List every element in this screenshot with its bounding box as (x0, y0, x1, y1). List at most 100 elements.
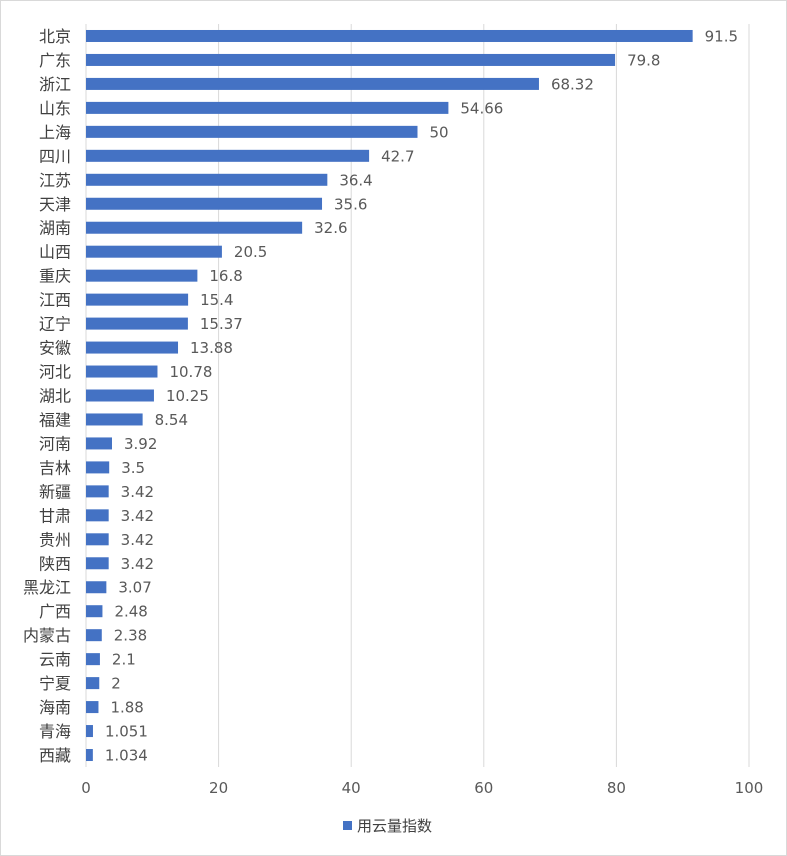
bar (86, 461, 110, 474)
value-label: 3.42 (121, 555, 154, 573)
value-label: 42.7 (381, 147, 414, 165)
value-label: 20.5 (234, 243, 267, 261)
bar (86, 557, 109, 570)
value-label: 1.051 (105, 723, 148, 741)
category-label: 广东 (39, 51, 71, 70)
category-label: 湖南 (39, 219, 71, 238)
bar (86, 29, 693, 42)
bar (86, 221, 303, 234)
value-label: 2 (111, 675, 121, 693)
value-label: 1.88 (110, 699, 143, 717)
value-label: 36.4 (339, 171, 372, 189)
category-label: 吉林 (39, 458, 71, 477)
value-label: 3.92 (124, 435, 157, 453)
category-label: 新疆 (39, 482, 71, 501)
category-label: 青海 (39, 722, 71, 741)
x-tick-label: 40 (342, 779, 361, 797)
value-label: 3.42 (121, 483, 154, 501)
category-label: 浙江 (39, 75, 71, 94)
category-label: 江西 (39, 291, 71, 310)
value-label: 54.66 (460, 99, 503, 117)
value-label: 2.48 (114, 603, 147, 621)
category-label: 重庆 (39, 267, 71, 286)
category-label: 辽宁 (39, 315, 71, 334)
legend-swatch (343, 821, 352, 830)
bar (86, 269, 198, 282)
bar (86, 101, 449, 114)
value-label: 16.8 (209, 267, 242, 285)
value-label: 35.6 (334, 195, 367, 213)
category-label: 贵州 (39, 530, 71, 549)
bar (86, 173, 328, 186)
category-label: 内蒙古 (23, 626, 71, 645)
bar (86, 413, 143, 426)
category-label: 天津 (39, 195, 71, 214)
x-tick-label: 60 (474, 779, 493, 797)
value-label: 3.07 (118, 579, 151, 597)
value-label: 91.5 (705, 27, 738, 45)
category-label: 福建 (39, 410, 71, 429)
category-label: 广西 (39, 602, 71, 621)
category-label: 甘肃 (39, 506, 71, 525)
value-label: 68.32 (551, 75, 594, 93)
bar (86, 749, 93, 762)
bar (86, 677, 100, 690)
value-label: 50 (430, 123, 449, 141)
value-label: 8.54 (155, 411, 188, 429)
x-tick-label: 0 (81, 779, 91, 797)
category-label: 上海 (39, 123, 71, 142)
gridlines (85, 24, 750, 767)
bar (86, 245, 222, 258)
bar (86, 437, 112, 450)
category-label: 安徽 (39, 339, 71, 358)
bar (86, 581, 107, 594)
category-label: 江苏 (39, 171, 71, 190)
bars (86, 29, 693, 762)
value-label: 3.5 (121, 459, 145, 477)
value-label: 32.6 (314, 219, 347, 237)
value-label: 3.42 (121, 507, 154, 525)
value-label: 1.034 (105, 747, 148, 765)
bar (86, 293, 189, 306)
legend: 用云量指数 (343, 817, 432, 835)
value-label: 15.37 (200, 315, 243, 333)
x-tick-label: 100 (735, 779, 764, 797)
bar (86, 629, 102, 642)
value-label: 2.1 (112, 651, 136, 669)
bar (86, 53, 616, 66)
category-label: 四川 (39, 147, 71, 166)
bar (86, 149, 370, 162)
category-label: 云南 (39, 650, 71, 669)
category-label: 河北 (39, 363, 71, 382)
bar (86, 725, 93, 738)
value-label: 10.25 (166, 387, 209, 405)
bar (86, 341, 179, 354)
bar (86, 533, 109, 546)
category-label: 陕西 (39, 554, 71, 573)
category-label: 湖北 (39, 387, 71, 406)
value-label: 10.78 (169, 363, 212, 381)
bar (86, 365, 158, 378)
bar (86, 317, 188, 330)
value-labels: 91.5 79.8 68.32 54.66 50 42.7 36.4 35.6 32.6 20.5… (105, 27, 738, 764)
category-label: 黑龙江 (23, 578, 71, 597)
bar (86, 605, 103, 618)
x-axis-ticks: 0 20 40 60 80 100 (81, 779, 763, 797)
category-label: 北京 (39, 27, 71, 46)
category-label: 海南 (39, 698, 71, 717)
bar (86, 509, 109, 522)
bar (86, 653, 100, 666)
x-tick-label: 20 (209, 779, 228, 797)
bar (86, 197, 323, 210)
value-label: 15.4 (200, 291, 233, 309)
category-label: 西藏 (39, 746, 71, 765)
category-label: 山西 (39, 243, 71, 262)
category-label: 宁夏 (39, 674, 71, 693)
legend-label: 用云量指数 (357, 817, 432, 835)
bar (86, 389, 154, 402)
category-labels: 北京广东浙江山东上海四川江苏天津湖南山西重庆江西辽宁安徽河北湖北福建河南吉林新疆… (23, 27, 71, 765)
bar (86, 485, 109, 498)
value-label: 2.38 (114, 627, 147, 645)
bar (86, 701, 99, 714)
